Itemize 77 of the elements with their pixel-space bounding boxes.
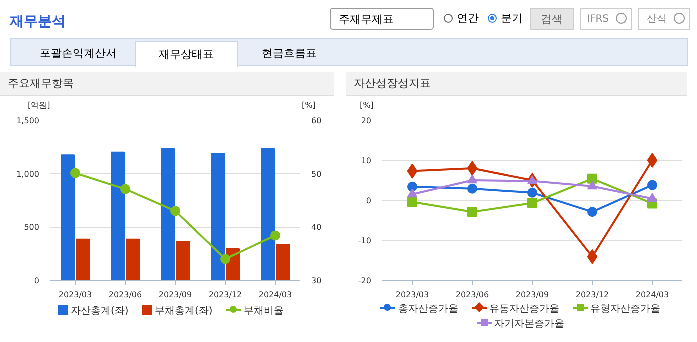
point <box>408 188 418 198</box>
point <box>648 180 658 190</box>
point <box>588 180 598 190</box>
y-tick-label: 10 <box>361 156 372 166</box>
y-tick-label: 1,500 <box>16 116 40 126</box>
legend-label: 부채총계(좌) <box>154 306 213 317</box>
x-tick-label: 2023/12 <box>576 290 610 300</box>
point <box>407 164 418 179</box>
point <box>270 230 280 241</box>
text: IFRS <box>580 8 632 30</box>
point <box>588 174 598 184</box>
bar <box>261 148 275 280</box>
y-tick-label: 0 <box>34 276 40 286</box>
y-tick-label: -10 <box>358 236 372 246</box>
y-tick-label: 20 <box>361 116 372 126</box>
point <box>220 254 230 264</box>
text: 주재무제표 <box>330 8 434 30</box>
text: 분기 <box>501 11 523 27</box>
y-tick-label: 0 <box>366 196 372 206</box>
text: 재무분석 <box>10 13 66 32</box>
x-tick-label: 2023/12 <box>208 290 242 300</box>
point <box>468 184 478 194</box>
text: 검색 <box>530 8 574 30</box>
text: 재무상태표 <box>135 41 238 67</box>
y-axis-title: [억원] <box>28 100 50 112</box>
y2-tick-label: 30 <box>312 276 322 286</box>
x-tick-label: 2023/09 <box>516 290 550 300</box>
bar <box>176 241 190 280</box>
point <box>408 197 418 208</box>
x-tick-label: 2024/03 <box>258 290 292 300</box>
chart-title: 주요재무항목 <box>0 72 334 96</box>
y-tick-label: 500 <box>24 223 40 232</box>
point <box>468 207 478 218</box>
bar <box>211 152 225 280</box>
point <box>528 198 538 208</box>
legend-label: 총자산증가율 <box>397 304 458 315</box>
y-tick-label: -20 <box>358 276 372 286</box>
point <box>468 174 478 184</box>
x-tick-label: 2023/03 <box>58 290 92 300</box>
x-tick-label: 2023/03 <box>396 290 430 300</box>
bar <box>76 238 90 280</box>
point <box>528 188 538 198</box>
point <box>647 153 658 168</box>
x-tick-label: 2024/03 <box>636 290 670 300</box>
x-tick-label: 2023/09 <box>158 290 192 300</box>
y-tick-label: 1,000 <box>16 170 40 179</box>
legend-label: 유동자산증가율 <box>488 304 560 315</box>
bar <box>126 238 140 280</box>
legend-label: 부채비율 <box>243 306 284 317</box>
text: 연간 <box>457 11 479 27</box>
point <box>587 249 598 264</box>
point <box>170 206 180 216</box>
point <box>120 184 130 194</box>
point <box>70 168 80 178</box>
y2-tick-label: 60 <box>312 116 322 126</box>
legend-label: 자산총계(좌) <box>70 306 129 317</box>
text: 산식 <box>638 8 690 30</box>
text: 포괄손익계산서 <box>40 46 117 62</box>
y2-tick-label: 50 <box>312 170 322 179</box>
x-tick-label: 2023/06 <box>108 290 142 300</box>
bar <box>161 148 175 280</box>
point <box>648 193 658 202</box>
legend-label: 자기자본증가율 <box>494 319 564 330</box>
chart-title: 자산성장성지표 <box>346 72 687 96</box>
x-tick-label: 2023/06 <box>456 290 490 300</box>
legend-label: 유형자산증가율 <box>590 304 661 315</box>
point <box>408 182 418 192</box>
bar <box>276 244 290 280</box>
point <box>528 176 538 184</box>
y2-tick-label: 40 <box>312 223 322 232</box>
text: 현금흐름표 <box>262 46 317 62</box>
y-axis-title: [%] <box>360 100 374 112</box>
point <box>467 161 478 176</box>
y2-axis-title: [%] <box>302 100 316 112</box>
point <box>588 207 598 218</box>
bar <box>111 152 125 280</box>
bar <box>61 154 75 280</box>
